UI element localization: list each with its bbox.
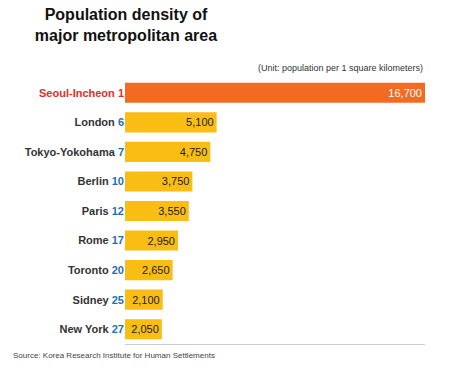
svg-text:2,650: 2,650 bbox=[142, 264, 170, 276]
svg-text:Toronto 20: Toronto 20 bbox=[68, 264, 124, 276]
svg-text:16,700: 16,700 bbox=[388, 87, 422, 99]
svg-text:London 6: London 6 bbox=[74, 116, 124, 128]
svg-text:Seoul-Incheon 1: Seoul-Incheon 1 bbox=[39, 87, 124, 99]
svg-text:2,100: 2,100 bbox=[132, 294, 160, 306]
svg-text:Tokyo-Yokohama 7: Tokyo-Yokohama 7 bbox=[25, 146, 124, 158]
svg-text:Source: Korea Research Institu: Source: Korea Research Institute for Hum… bbox=[13, 351, 215, 360]
svg-text:2,950: 2,950 bbox=[147, 235, 175, 247]
svg-text:Paris 12: Paris 12 bbox=[82, 205, 124, 217]
svg-text:3,750: 3,750 bbox=[162, 175, 190, 187]
svg-text:(Unit: population per 1 square: (Unit: population per 1 square kilometer… bbox=[258, 63, 423, 73]
svg-text:Rome 17: Rome 17 bbox=[78, 234, 124, 246]
svg-text:5,100: 5,100 bbox=[186, 116, 214, 128]
svg-text:Population density ofmajor met: Population density ofmajor metropolitan … bbox=[35, 6, 217, 44]
svg-text:3,550: 3,550 bbox=[158, 205, 186, 217]
svg-text:2,050: 2,050 bbox=[131, 323, 159, 335]
svg-text:4,750: 4,750 bbox=[180, 146, 208, 158]
svg-text:New York 27: New York 27 bbox=[60, 323, 124, 335]
svg-text:Berlin 10: Berlin 10 bbox=[78, 175, 125, 187]
svg-text:Sidney 25: Sidney 25 bbox=[73, 294, 124, 306]
